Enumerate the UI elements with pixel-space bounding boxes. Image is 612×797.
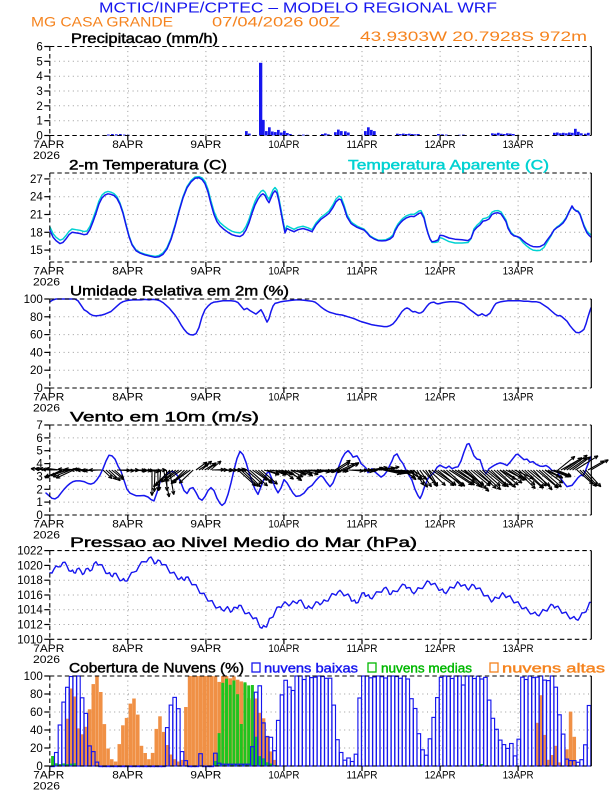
svg-text:15: 15 xyxy=(30,245,43,257)
svg-text:10APR: 10APR xyxy=(268,519,299,531)
svg-text:13APR: 13APR xyxy=(503,266,534,278)
svg-text:1: 1 xyxy=(36,116,42,128)
svg-text:5: 5 xyxy=(36,446,42,458)
svg-text:12APR: 12APR xyxy=(425,392,456,404)
svg-text:10APR: 10APR xyxy=(268,770,299,782)
svg-text:8APR: 8APR xyxy=(112,770,143,782)
svg-text:3: 3 xyxy=(36,86,42,98)
svg-text:20: 20 xyxy=(30,365,43,377)
svg-text:4: 4 xyxy=(36,459,43,471)
svg-text:1022: 1022 xyxy=(17,546,43,558)
svg-text:5: 5 xyxy=(36,56,42,68)
svg-text:07/04/2026 00Z: 07/04/2026 00Z xyxy=(212,13,341,29)
svg-text:12APR: 12APR xyxy=(425,770,456,782)
svg-text:nuvens baixas: nuvens baixas xyxy=(264,662,358,676)
svg-text:10APR: 10APR xyxy=(268,266,299,278)
svg-text:13APR: 13APR xyxy=(503,770,534,782)
svg-text:43.9303W 20.7928S 972m: 43.9303W 20.7928S 972m xyxy=(360,28,587,44)
svg-text:MG CASA GRANDE: MG CASA GRANDE xyxy=(31,13,173,29)
svg-text:Pressao ao Nivel Medio do Mar: Pressao ao Nivel Medio do Mar (hPa) xyxy=(70,534,417,550)
svg-text:80: 80 xyxy=(30,312,43,324)
svg-text:10APR: 10APR xyxy=(268,643,299,655)
svg-text:nuvens medias: nuvens medias xyxy=(381,662,472,676)
svg-text:100: 100 xyxy=(24,294,43,306)
svg-text:13APR: 13APR xyxy=(503,643,534,655)
svg-text:1020: 1020 xyxy=(17,560,43,572)
svg-text:2: 2 xyxy=(36,484,42,496)
svg-text:2: 2 xyxy=(36,101,42,113)
svg-text:13APR: 13APR xyxy=(503,392,534,404)
svg-text:10APR: 10APR xyxy=(268,392,299,404)
svg-text:1018: 1018 xyxy=(17,575,43,587)
svg-text:8APR: 8APR xyxy=(112,266,143,278)
svg-text:9APR: 9APR xyxy=(190,770,221,782)
svg-text:9APR: 9APR xyxy=(190,139,221,151)
svg-text:9APR: 9APR xyxy=(190,643,221,655)
svg-text:12APR: 12APR xyxy=(425,266,456,278)
svg-text:1014: 1014 xyxy=(17,605,43,617)
svg-text:Umidade Relativa em 2m (%): Umidade Relativa em 2m (%) xyxy=(70,283,289,299)
svg-text:11APR: 11APR xyxy=(347,139,378,151)
svg-text:Temperatura Aparente (C): Temperatura Aparente (C) xyxy=(348,157,549,173)
svg-text:12APR: 12APR xyxy=(425,519,456,531)
svg-text:9APR: 9APR xyxy=(190,519,221,531)
svg-text:11APR: 11APR xyxy=(347,266,378,278)
svg-text:9APR: 9APR xyxy=(190,392,221,404)
svg-text:11APR: 11APR xyxy=(347,392,378,404)
svg-text:2026: 2026 xyxy=(33,654,60,666)
svg-text:10APR: 10APR xyxy=(268,139,299,151)
svg-text:60: 60 xyxy=(30,330,43,342)
svg-text:8APR: 8APR xyxy=(112,643,143,655)
svg-text:12APR: 12APR xyxy=(425,139,456,151)
svg-text:4: 4 xyxy=(36,71,43,83)
svg-text:3: 3 xyxy=(36,471,42,483)
svg-text:80: 80 xyxy=(30,689,43,701)
svg-text:9APR: 9APR xyxy=(190,266,221,278)
svg-text:20: 20 xyxy=(30,743,43,755)
svg-text:27: 27 xyxy=(30,174,43,186)
svg-text:24: 24 xyxy=(30,192,43,204)
svg-text:40: 40 xyxy=(30,347,43,359)
svg-text:12APR: 12APR xyxy=(425,643,456,655)
svg-text:8APR: 8APR xyxy=(112,139,143,151)
svg-text:1016: 1016 xyxy=(17,590,43,602)
svg-text:40: 40 xyxy=(30,725,43,737)
svg-text:Vento em 10m (m/s): Vento em 10m (m/s) xyxy=(70,409,259,425)
svg-text:8APR: 8APR xyxy=(112,519,143,531)
svg-text:2026: 2026 xyxy=(33,781,60,793)
svg-text:1: 1 xyxy=(36,497,42,509)
svg-text:18: 18 xyxy=(30,227,43,239)
svg-text:60: 60 xyxy=(30,707,43,719)
svg-text:8APR: 8APR xyxy=(112,392,143,404)
svg-text:11APR: 11APR xyxy=(347,519,378,531)
svg-text:nuvens altas: nuvens altas xyxy=(502,662,605,676)
svg-text:Precipitacao (mm/h): Precipitacao (mm/h) xyxy=(71,30,218,46)
svg-text:1012: 1012 xyxy=(17,620,43,632)
svg-text:2-m Temperatura (C): 2-m Temperatura (C) xyxy=(69,157,227,173)
svg-text:7: 7 xyxy=(36,420,42,432)
svg-text:13APR: 13APR xyxy=(503,519,534,531)
svg-text:11APR: 11APR xyxy=(347,643,378,655)
svg-text:2026: 2026 xyxy=(33,277,60,289)
svg-text:2026: 2026 xyxy=(33,150,60,162)
svg-text:Cobertura de Nuvens (%): Cobertura de Nuvens (%) xyxy=(69,660,244,676)
svg-text:100: 100 xyxy=(24,671,43,683)
svg-text:6: 6 xyxy=(36,433,42,445)
svg-text:13APR: 13APR xyxy=(503,139,534,151)
svg-text:2026: 2026 xyxy=(33,403,60,415)
svg-text:21: 21 xyxy=(30,210,43,222)
svg-text:2026: 2026 xyxy=(33,530,60,542)
svg-text:11APR: 11APR xyxy=(347,770,378,782)
svg-text:6: 6 xyxy=(36,42,42,54)
